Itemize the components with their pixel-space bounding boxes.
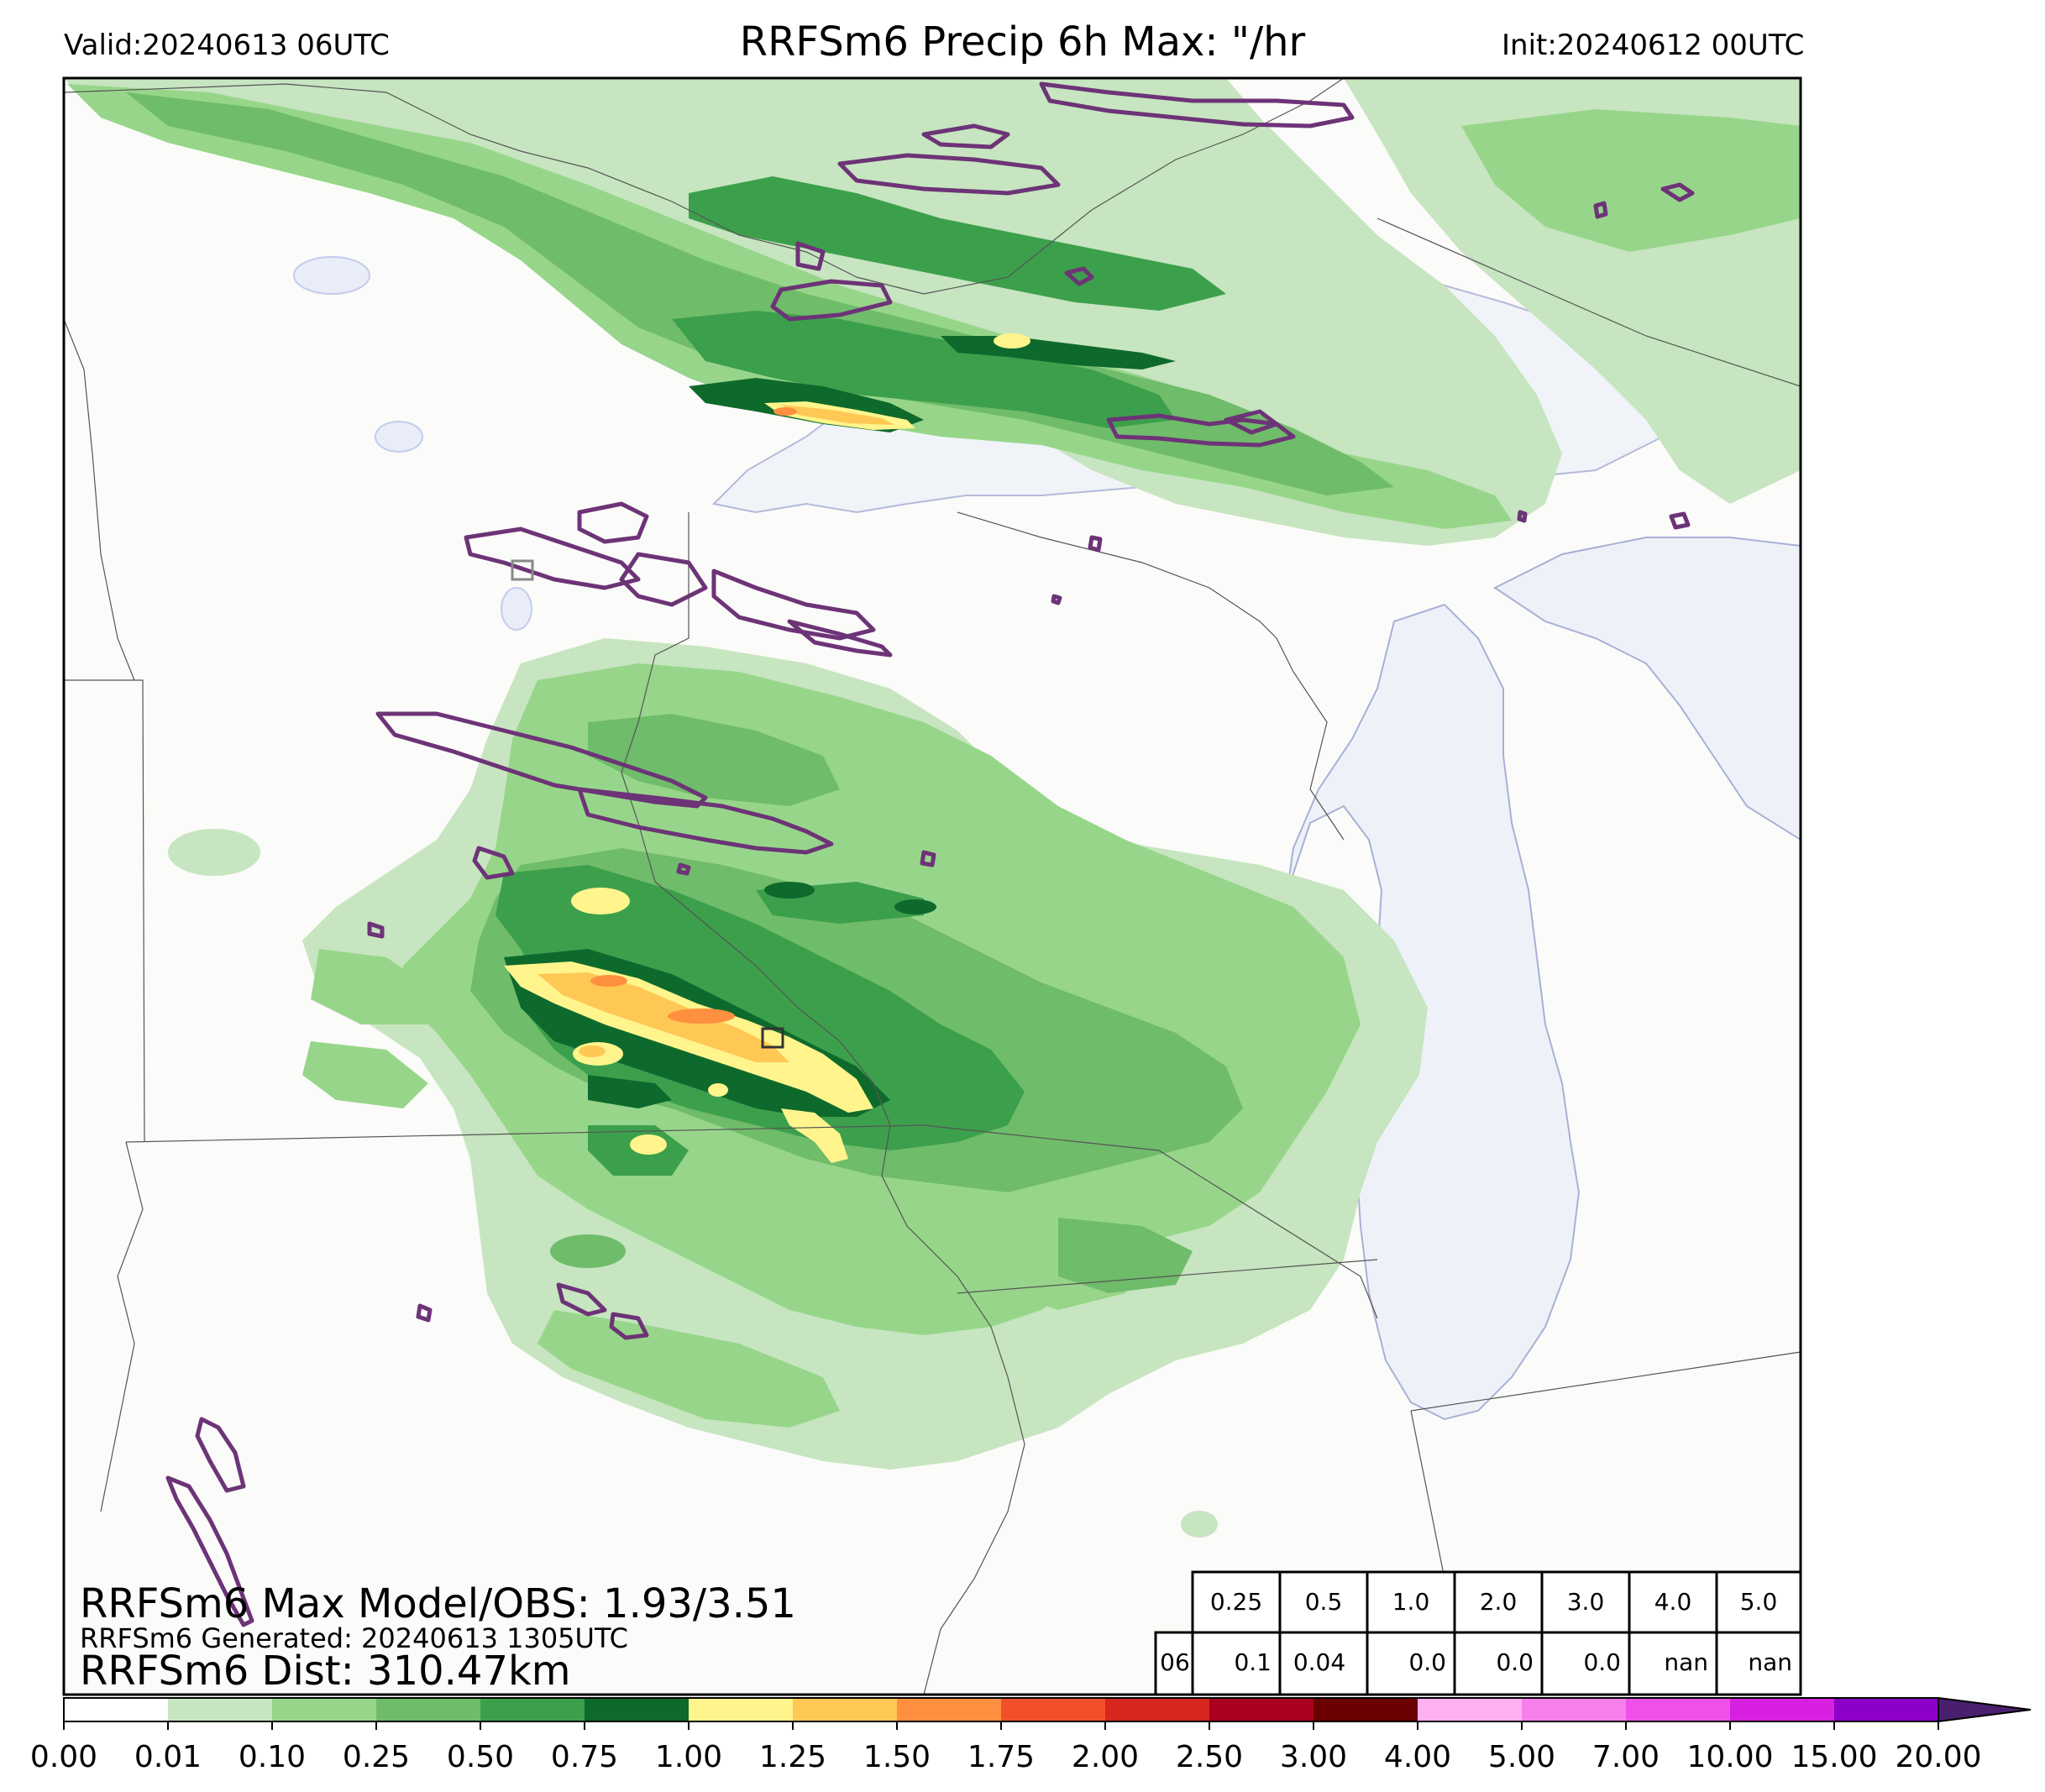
lake-small [501, 587, 532, 631]
colorbar-segment [376, 1698, 480, 1721]
colorbar-segment [64, 1698, 168, 1721]
threshold-value: 0.0 [1496, 1648, 1534, 1676]
colorbar-tick-label: 20.00 [1895, 1740, 1982, 1774]
map-content [64, 78, 1801, 1695]
threshold-value: nan [1748, 1648, 1792, 1676]
precip-1.50 [590, 407, 797, 1024]
colorbar-tick-label: 0.50 [446, 1740, 515, 1774]
colorbar-segment [1834, 1698, 1938, 1721]
intl-border [64, 78, 1345, 295]
max-model-obs-label: RRFSm6 Max Model/OBS: 1.93/3.51 [80, 1580, 796, 1627]
colorbar-tick-label: 1.25 [758, 1740, 827, 1774]
lake-small [375, 421, 423, 453]
threshold-header: 5.0 [1739, 1588, 1778, 1616]
threshold-value: nan [1664, 1648, 1708, 1676]
colorbar-tick-label: 0.00 [29, 1740, 98, 1774]
threshold-value: 0.0 [1583, 1648, 1621, 1676]
colorbar [63, 1696, 2032, 1730]
colorbar-segment [897, 1698, 1001, 1721]
threshold-row-label: 06 [1160, 1648, 1190, 1676]
threshold-header: 1.0 [1392, 1588, 1430, 1616]
colorbar-segment [1001, 1698, 1105, 1721]
threshold-value: 0.04 [1293, 1648, 1346, 1676]
colorbar-segment [689, 1698, 793, 1721]
colorbar-tick-label: 1.00 [654, 1740, 723, 1774]
station-marker-obs [511, 559, 534, 581]
threshold-header: 3.0 [1566, 1588, 1605, 1616]
colorbar-segment [1209, 1698, 1314, 1721]
colorbar-tick-label: 1.75 [967, 1740, 1036, 1774]
colorbar-tick-label: 2.50 [1175, 1740, 1244, 1774]
colorbar-tick-label: 7.00 [1591, 1740, 1660, 1774]
colorbar-segment [272, 1698, 376, 1721]
colorbar-segment [1314, 1698, 1418, 1721]
colorbar-tick-label: 0.01 [134, 1740, 202, 1774]
colorbar-segment [1522, 1698, 1626, 1721]
valid-time: Valid:20240613 06UTC [64, 29, 390, 62]
colorbar-segment [793, 1698, 897, 1721]
colorbar-segment [1626, 1698, 1730, 1721]
colorbar-tick-label: 0.10 [238, 1740, 307, 1774]
colorbar-segment [480, 1698, 585, 1721]
map-frame [62, 76, 1802, 1696]
generated-label: RRFSm6 Generated: 20240613 1305UTC [80, 1622, 628, 1654]
colorbar-tick-label: 5.00 [1487, 1740, 1556, 1774]
colorbar-tick-label: 3.00 [1279, 1740, 1348, 1774]
colorbar-segment [168, 1698, 272, 1721]
threshold-header: 4.0 [1654, 1588, 1692, 1616]
colorbar-tick-label: 10.00 [1686, 1740, 1774, 1774]
threshold-value: 0.0 [1408, 1648, 1446, 1676]
precip-1.25 [537, 405, 894, 1062]
chart-title: RRFSm6 Precip 6h Max: "/hr [739, 18, 1306, 65]
lake-huron [1493, 537, 1801, 841]
threshold-table [1154, 1570, 1802, 1696]
threshold-header: 0.25 [1209, 1588, 1263, 1616]
lake-small [293, 256, 370, 295]
colorbar-segment [1730, 1698, 1834, 1721]
colorbar-extend-arrow [1938, 1696, 2032, 1723]
threshold-value: 0.1 [1234, 1648, 1272, 1676]
colorbar-tick-label: 0.75 [550, 1740, 619, 1774]
obs-contours [165, 81, 1695, 1627]
colorbar-tick-label: 0.25 [342, 1740, 411, 1774]
station-marker-model [761, 1027, 784, 1049]
colorbar-tick-label: 2.00 [1071, 1740, 1140, 1774]
colorbar-tick-label: 1.50 [863, 1740, 931, 1774]
threshold-header: 2.0 [1479, 1588, 1518, 1616]
init-time: Init:20240612 00UTC [1502, 29, 1805, 62]
colorbar-tick-label: 4.00 [1383, 1740, 1452, 1774]
colorbar-segment [585, 1698, 689, 1721]
state-borders [64, 217, 1801, 1695]
colorbar-tick-label: 15.00 [1791, 1740, 1878, 1774]
colorbar-segment [1418, 1698, 1522, 1721]
colorbar-segment [1105, 1698, 1209, 1721]
distance-label: RRFSm6 Dist: 310.47km [80, 1648, 571, 1695]
threshold-header: 0.5 [1304, 1588, 1343, 1616]
